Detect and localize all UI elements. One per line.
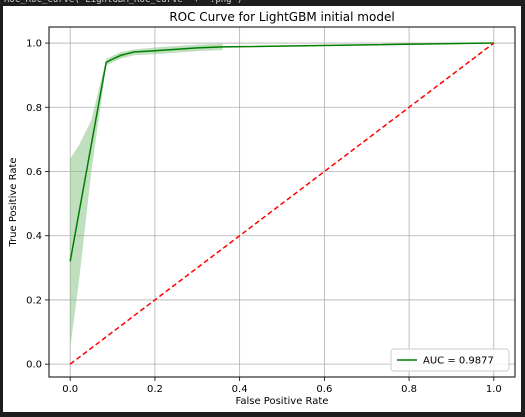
y-tick-label: 0.2 <box>26 295 42 306</box>
random-classifier-line <box>69 42 495 365</box>
legend-box <box>390 348 510 372</box>
plot-border <box>48 26 516 378</box>
y-tick-label: 0.0 <box>26 360 42 371</box>
y-tick-label: 0.6 <box>26 167 42 178</box>
roc-chart: 0.0 0.2 0.4 0.6 0.8 1.0 0.0 0.2 0.4 0.6 0.8 1.0 ROC… <box>8 10 516 407</box>
x-tick-label: 0.2 <box>147 384 163 395</box>
chart-title: ROC Curve for LightGBM initial model <box>169 10 394 24</box>
y-tick-label: 0.4 <box>26 231 42 242</box>
roc-curve-line <box>69 42 494 262</box>
x-tick-label: 0.4 <box>232 384 248 395</box>
y-axis-label: True Positive Rate <box>8 157 19 247</box>
series-layer <box>69 42 495 365</box>
y-tick-label: 1.0 <box>26 39 42 50</box>
plot-area <box>49 27 515 377</box>
legend-entry: AUC = 0.9877 <box>423 356 494 367</box>
x-tick-label: 0.0 <box>62 384 78 395</box>
x-tick-label: 0.8 <box>401 384 417 395</box>
y-tick-label: 0.8 <box>26 103 42 114</box>
x-axis-label: False Positive Rate <box>236 396 329 407</box>
roc-figure: 0.0 0.2 0.4 0.6 0.8 1.0 0.0 0.2 0.4 0.6 0.8 1.0 ROC… <box>3 6 521 412</box>
x-tick-label: 1.0 <box>486 384 502 395</box>
code-output-line: ROC_ROC_Curve("LightGBM_ROC_Curve" + ".p… <box>4 0 243 5</box>
x-tick-label: 0.6 <box>316 384 332 395</box>
legend: AUC = 0.9877 <box>390 348 510 372</box>
ticks: 0.0 0.2 0.4 0.6 0.8 1.0 0.0 0.2 0.4 0.6 0.8 1.0 <box>26 39 502 395</box>
